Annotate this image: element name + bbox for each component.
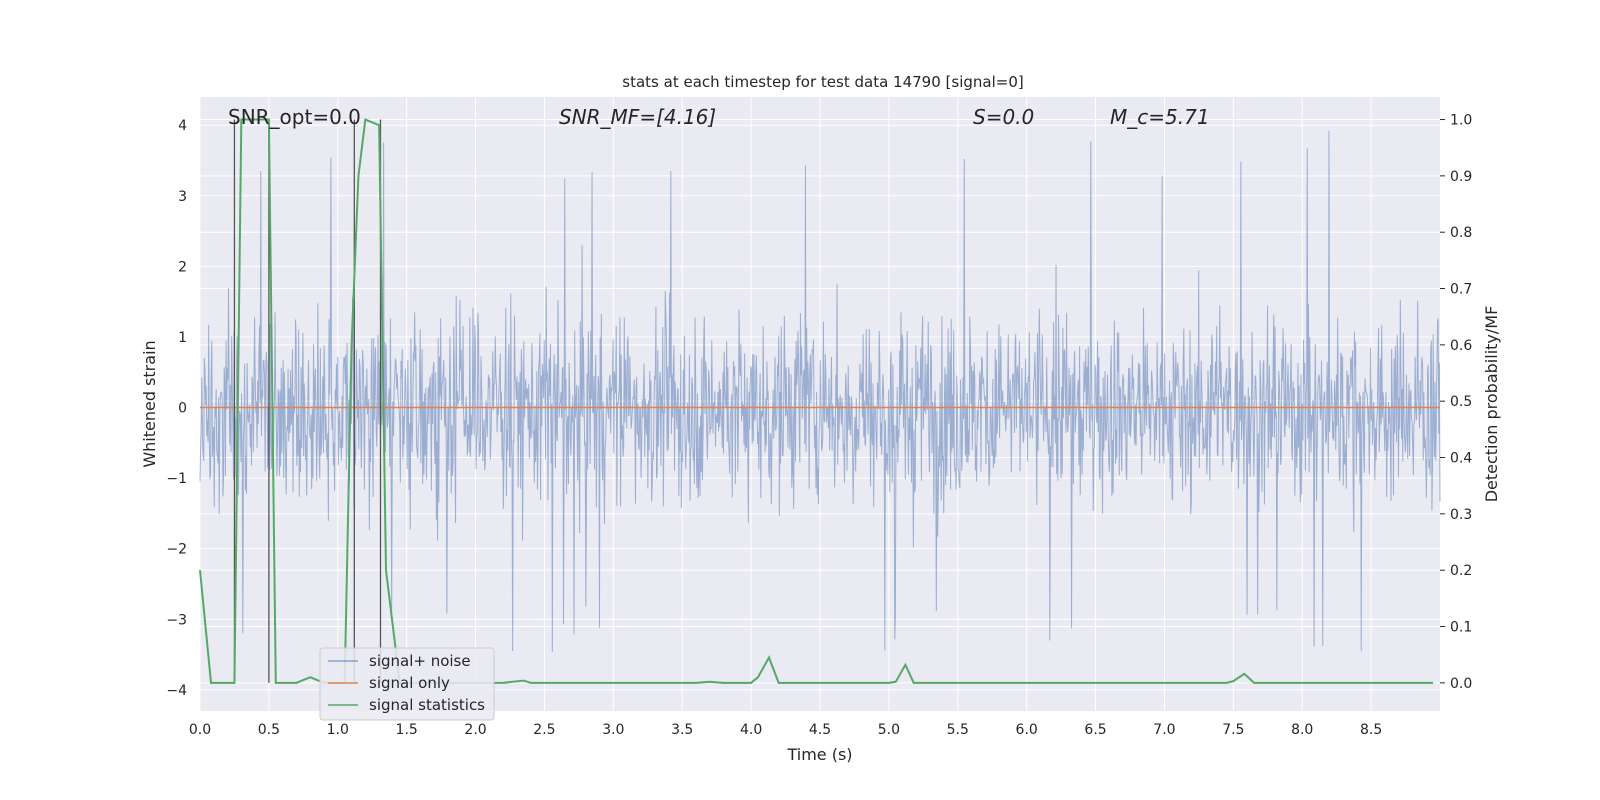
y2-tick-label: 0.5 [1450, 394, 1472, 410]
y2-axis-label: Detection probability/MF [1482, 306, 1501, 503]
y-tick-label: −4 [166, 683, 187, 699]
signal-statistics-series [199, 118, 1434, 684]
x-tick-label: 8.5 [1360, 722, 1382, 738]
x-tick-label: 0.5 [258, 722, 280, 738]
y2-tick-label: 0.9 [1450, 169, 1472, 185]
y2-tick-label: 0.3 [1450, 507, 1472, 523]
vertical-markers [233, 119, 382, 683]
y-tick-label: 1 [178, 330, 187, 346]
x-tick-label: 4.5 [809, 722, 831, 738]
legend: signal+ noise signal only signal statist… [319, 647, 495, 721]
y-tick-label: 4 [178, 118, 187, 134]
x-tick-label: 6.5 [1084, 722, 1106, 738]
annotation-s: S=0.0 [973, 105, 1034, 129]
x-tick-label: 2.5 [533, 722, 555, 738]
signal-statistics-line [199, 118, 1434, 684]
legend-stats-label: signal statistics [369, 696, 485, 714]
y-tick-label: −2 [166, 542, 187, 558]
y2-tick-label: 0.6 [1450, 338, 1472, 354]
legend-box [319, 647, 495, 721]
annotation-snr-opt: SNR_opt=0.0 [228, 105, 361, 129]
y-axis-ticks: 4 3 2 1 0 −1 −2 −3 −4 [166, 118, 187, 699]
y2-axis-ticks: 1.0 0.9 0.8 0.7 0.6 0.5 0.4 0.3 0.2 0.1 0.0 [1440, 113, 1472, 692]
x-tick-label: 7.0 [1153, 722, 1175, 738]
y2-tick-label: 0.7 [1450, 282, 1472, 298]
x-tick-label: 1.5 [396, 722, 418, 738]
noise-line [199, 130, 1441, 652]
x-tick-label: 3.5 [671, 722, 693, 738]
x-tick-label: 0.0 [189, 722, 211, 738]
y-tick-label: 0 [178, 401, 187, 417]
y-tick-label: −1 [166, 471, 187, 487]
legend-noise-label: signal+ noise [369, 652, 471, 670]
noise-series [199, 130, 1441, 652]
y-tick-label: 2 [178, 259, 187, 275]
y-axis-label: Whitened strain [140, 340, 159, 467]
y-tick-label: 3 [178, 189, 187, 205]
y-tick-label: −3 [166, 612, 187, 628]
y2-tick-label: 0.8 [1450, 225, 1472, 241]
x-tick-label: 2.0 [464, 722, 486, 738]
x-tick-label: 4.0 [740, 722, 762, 738]
x-axis-label: Time (s) [786, 745, 852, 764]
y2-tick-label: 0.1 [1450, 620, 1472, 636]
y2-tick-label: 0.2 [1450, 563, 1472, 579]
y2-tick-label: 1.0 [1450, 113, 1472, 129]
x-tick-label: 1.0 [327, 722, 349, 738]
x-tick-label: 6.0 [1016, 722, 1038, 738]
x-axis-ticks: 0.0 0.5 1.0 1.5 2.0 2.5 3.0 3.5 4.0 4.5 5.0 5.5 6.0 6… [189, 722, 1382, 738]
x-tick-label: 3.0 [602, 722, 624, 738]
x-tick-label: 7.5 [1222, 722, 1244, 738]
x-tick-label: 8.0 [1291, 722, 1313, 738]
annotation-snr-mf: SNR_MF=[4.16] [559, 105, 716, 129]
y2-tick-label: 0.4 [1450, 451, 1472, 467]
chart-title: stats at each timestep for test data 147… [622, 73, 1023, 91]
y2-tick-label: 0.0 [1450, 676, 1472, 692]
annotation-mc: M_c=5.71 [1110, 105, 1210, 129]
x-tick-label: 5.0 [878, 722, 900, 738]
x-tick-label: 5.5 [947, 722, 969, 738]
legend-signal-label: signal only [369, 674, 450, 692]
